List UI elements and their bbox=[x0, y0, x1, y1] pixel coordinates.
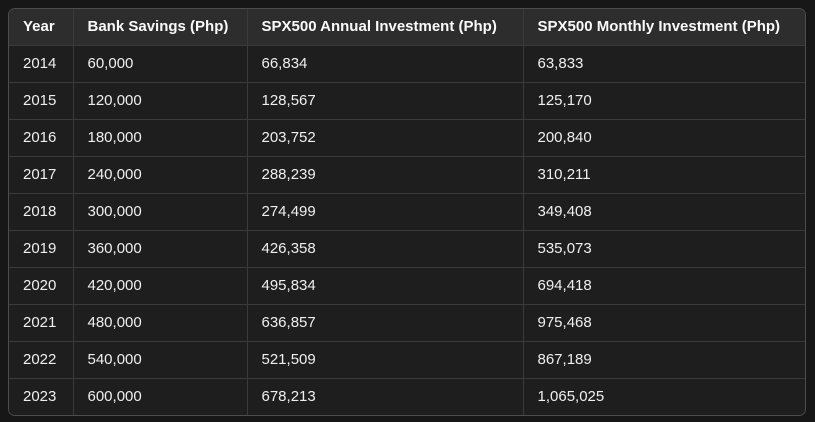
cell-bank-savings: 240,000 bbox=[72, 156, 248, 194]
cell-monthly-investment: 867,189 bbox=[522, 341, 805, 379]
cell-monthly-investment: 200,840 bbox=[522, 119, 805, 157]
cell-bank-savings: 540,000 bbox=[72, 341, 248, 379]
table-row: 2020 420,000 495,834 694,418 bbox=[9, 267, 805, 305]
table-row: 2019 360,000 426,358 535,073 bbox=[9, 230, 805, 268]
cell-bank-savings: 360,000 bbox=[72, 230, 248, 268]
cell-annual-investment: 636,857 bbox=[246, 304, 524, 342]
cell-annual-investment: 521,509 bbox=[246, 341, 524, 379]
table-header: Year Bank Savings (Php) SPX500 Annual In… bbox=[9, 9, 805, 46]
cell-monthly-investment: 975,468 bbox=[522, 304, 805, 342]
table-row: 2021 480,000 636,857 975,468 bbox=[9, 304, 805, 342]
header-row: Year Bank Savings (Php) SPX500 Annual In… bbox=[9, 9, 805, 46]
cell-year: 2016 bbox=[9, 119, 74, 157]
cell-annual-investment: 66,834 bbox=[246, 45, 524, 83]
cell-annual-investment: 274,499 bbox=[246, 193, 524, 231]
column-header-year: Year bbox=[9, 9, 74, 46]
table-row: 2017 240,000 288,239 310,211 bbox=[9, 156, 805, 194]
cell-monthly-investment: 535,073 bbox=[522, 230, 805, 268]
cell-monthly-investment: 1,065,025 bbox=[522, 378, 805, 415]
column-header-bank-savings: Bank Savings (Php) bbox=[72, 9, 248, 46]
cell-annual-investment: 495,834 bbox=[246, 267, 524, 305]
cell-year: 2015 bbox=[9, 82, 74, 120]
cell-year: 2019 bbox=[9, 230, 74, 268]
cell-monthly-investment: 310,211 bbox=[522, 156, 805, 194]
cell-monthly-investment: 349,408 bbox=[522, 193, 805, 231]
table-row: 2014 60,000 66,834 63,833 bbox=[9, 45, 805, 83]
cell-year: 2021 bbox=[9, 304, 74, 342]
cell-year: 2023 bbox=[9, 378, 74, 415]
column-header-annual-investment: SPX500 Annual Investment (Php) bbox=[246, 9, 524, 46]
cell-annual-investment: 203,752 bbox=[246, 119, 524, 157]
table-row: 2016 180,000 203,752 200,840 bbox=[9, 119, 805, 157]
cell-bank-savings: 120,000 bbox=[72, 82, 248, 120]
table-row: 2015 120,000 128,567 125,170 bbox=[9, 82, 805, 120]
cell-annual-investment: 678,213 bbox=[246, 378, 524, 415]
cell-bank-savings: 60,000 bbox=[72, 45, 248, 83]
table-body: 2014 60,000 66,834 63,833 2015 120,000 128,567… bbox=[9, 45, 805, 415]
data-table: Year Bank Savings (Php) SPX500 Annual In… bbox=[9, 9, 805, 415]
cell-bank-savings: 600,000 bbox=[72, 378, 248, 415]
cell-bank-savings: 420,000 bbox=[72, 267, 248, 305]
cell-monthly-investment: 125,170 bbox=[522, 82, 805, 120]
cell-bank-savings: 480,000 bbox=[72, 304, 248, 342]
table-row: 2022 540,000 521,509 867,189 bbox=[9, 341, 805, 379]
cell-year: 2014 bbox=[9, 45, 74, 83]
table-row: 2018 300,000 274,499 349,408 bbox=[9, 193, 805, 231]
cell-year: 2020 bbox=[9, 267, 74, 305]
investment-comparison-table: Year Bank Savings (Php) SPX500 Annual In… bbox=[8, 8, 806, 416]
table-row: 2023 600,000 678,213 1,065,025 bbox=[9, 378, 805, 415]
cell-annual-investment: 288,239 bbox=[246, 156, 524, 194]
cell-monthly-investment: 694,418 bbox=[522, 267, 805, 305]
column-header-monthly-investment: SPX500 Monthly Investment (Php) bbox=[522, 9, 805, 46]
cell-year: 2017 bbox=[9, 156, 74, 194]
cell-year: 2022 bbox=[9, 341, 74, 379]
cell-annual-investment: 128,567 bbox=[246, 82, 524, 120]
cell-annual-investment: 426,358 bbox=[246, 230, 524, 268]
cell-year: 2018 bbox=[9, 193, 74, 231]
cell-bank-savings: 180,000 bbox=[72, 119, 248, 157]
cell-monthly-investment: 63,833 bbox=[522, 45, 805, 83]
cell-bank-savings: 300,000 bbox=[72, 193, 248, 231]
